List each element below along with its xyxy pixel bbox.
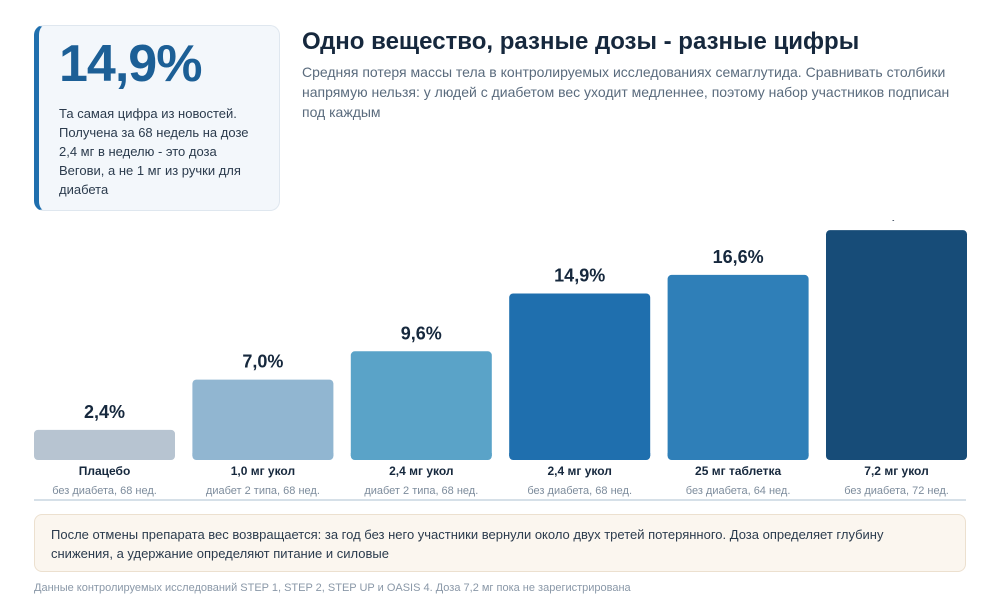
bar-base bbox=[350, 453, 492, 456]
note-box: После отмены препарата вес возвращается:… bbox=[34, 514, 966, 572]
data-label: 9,6% bbox=[401, 323, 442, 343]
data-label: 16,6% bbox=[713, 247, 764, 267]
bar bbox=[350, 351, 492, 460]
chart-title: Одно вещество, разные дозы - разные цифр… bbox=[302, 28, 860, 55]
bar-base bbox=[192, 453, 334, 456]
data-label: 14,9% bbox=[554, 265, 605, 285]
data-label: 2,4% bbox=[84, 402, 125, 422]
bar-base bbox=[509, 453, 651, 456]
bar-base bbox=[34, 453, 175, 456]
category-sublabel: диабет 2 типа, 68 нед. bbox=[364, 485, 478, 497]
data-label: 7,0% bbox=[242, 352, 283, 372]
category-sublabel: диабет 2 типа, 68 нед. bbox=[206, 485, 320, 497]
category-label: 2,4 мг укол bbox=[547, 464, 611, 478]
bar-base bbox=[826, 453, 967, 456]
category-label: 2,4 мг укол bbox=[389, 464, 453, 478]
bar bbox=[826, 230, 967, 460]
category-sublabel: без диабета, 64 нед. bbox=[686, 485, 791, 497]
bar bbox=[509, 293, 651, 460]
stat-card: 14,9% Та самая цифра из новостей. Получе… bbox=[34, 25, 280, 211]
stat-value: 14,9% bbox=[59, 35, 202, 93]
bar-chart: 2,4% Плацебо без диабета, 68 нед. 7,0% 1,0 м… bbox=[34, 220, 967, 501]
category-label: 1,0 мг укол bbox=[231, 464, 295, 478]
category-label: 7,2 мг укол bbox=[864, 464, 928, 478]
stat-description: Та самая цифра из новостей. Получена за … bbox=[59, 106, 249, 197]
data-label: 20,7% bbox=[871, 220, 922, 222]
bar bbox=[667, 274, 809, 460]
category-label: 25 мг таблетка bbox=[695, 464, 781, 478]
category-sublabel: без диабета, 68 нед. bbox=[527, 485, 632, 497]
chart-subtitle: Средняя потеря массы тела в контролируем… bbox=[302, 64, 950, 120]
source-footnote: Данные контролируемых исследований STEP … bbox=[34, 582, 631, 594]
category-label: Плацебо bbox=[79, 464, 131, 478]
bar bbox=[34, 429, 175, 460]
category-sublabel: без диабета, 72 нед. bbox=[844, 485, 949, 497]
bar-base bbox=[667, 453, 809, 456]
bar bbox=[192, 379, 334, 460]
note-text: После отмены препарата вес возвращается:… bbox=[51, 527, 884, 561]
category-sublabel: без диабета, 68 нед. bbox=[52, 485, 157, 497]
